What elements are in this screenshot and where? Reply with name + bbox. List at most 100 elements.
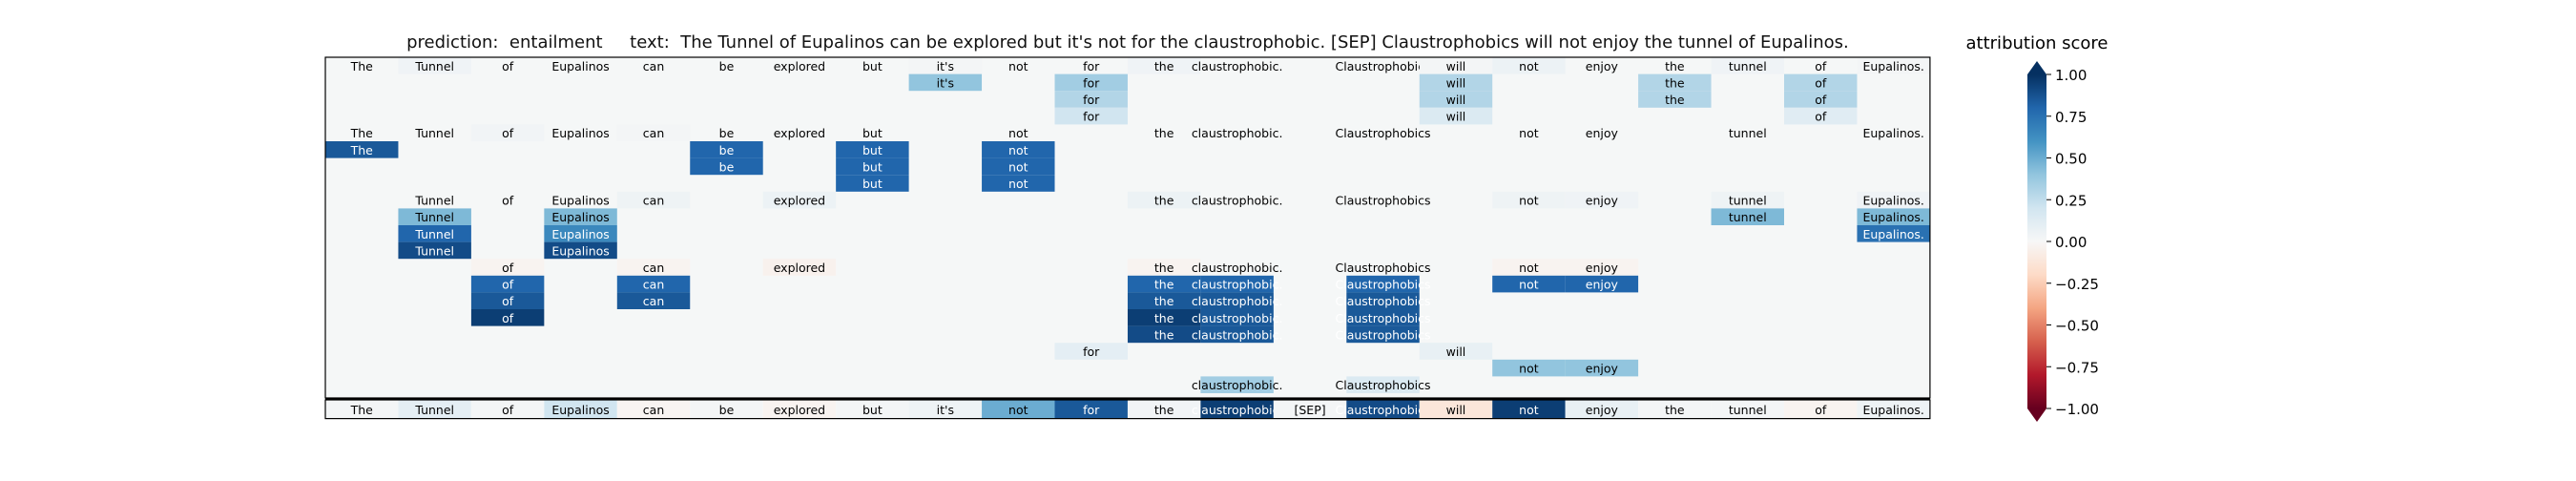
token-label: Tunnel [414, 59, 454, 73]
colorbar-tick-label: −0.25 [2055, 276, 2099, 293]
attribution-cell [1565, 275, 1639, 293]
final-attribution-cell [1565, 400, 1639, 419]
attribution-cell [1565, 359, 1639, 377]
attribution-cell [982, 141, 1055, 158]
attribution-cell [1346, 376, 1420, 393]
token-label: of [502, 126, 514, 140]
token-label: enjoy [1586, 278, 1619, 292]
attribution-cell [1784, 91, 1858, 108]
token-label: can [643, 194, 664, 208]
token-label: not [1519, 362, 1539, 376]
colorbar-label: attribution score [1966, 33, 2109, 53]
final-token-label: enjoy [1586, 403, 1619, 417]
token-label: tunnel [1729, 126, 1767, 140]
token-label: Eupalinos [551, 227, 609, 241]
token-label: will [1446, 59, 1466, 73]
token-label: the [1154, 261, 1174, 275]
attribution-cell [1711, 208, 1784, 225]
token-label: explored [774, 59, 825, 73]
token-label: of [1815, 59, 1827, 73]
final-attribution-cell [1711, 400, 1784, 419]
token-label: of [502, 278, 514, 292]
final-attribution-cell [325, 400, 399, 419]
attribution-cell [836, 141, 909, 158]
token-label: Tunnel [414, 210, 454, 224]
token-label: it's [937, 75, 954, 90]
token-label: claustrophobic. [1192, 126, 1283, 140]
attribution-cell [1054, 91, 1128, 108]
final-token-label: the [1154, 403, 1174, 417]
attribution-cell [1492, 57, 1566, 74]
final-attribution-cell [982, 400, 1055, 419]
attribution-cell [398, 241, 471, 260]
attribution-cell [470, 309, 545, 326]
attribution-cell [1200, 292, 1274, 309]
token-label: not [1008, 59, 1028, 73]
attribution-cell [1857, 191, 1930, 209]
attribution-cell [616, 292, 691, 309]
token-label: tunnel [1729, 194, 1767, 208]
attribution-cell [1419, 107, 1493, 125]
attribution-cell [908, 57, 983, 74]
final-token-label: Claustrophobics [1336, 403, 1431, 417]
attribution-cell [1638, 73, 1712, 92]
attribution-cell [1492, 191, 1566, 209]
attribution-cell [690, 157, 763, 176]
final-token-label: Eupalinos [551, 403, 609, 417]
token-label: The [350, 126, 374, 140]
token-label: of [502, 294, 514, 308]
final-token-label: tunnel [1729, 403, 1767, 417]
token-label: Claustrophobics [1336, 311, 1431, 325]
attribution-cell [1127, 325, 1201, 344]
attribution-cell [1127, 309, 1201, 326]
attribution-cell [616, 191, 691, 209]
attribution-cell [1857, 208, 1930, 225]
token-label: claustrophobic. [1192, 261, 1283, 275]
final-attribution-cell [1638, 400, 1712, 419]
attribution-cell [1200, 376, 1274, 393]
token-label: it's [937, 59, 954, 73]
attribution-cell [1857, 57, 1930, 74]
token-label: for [1083, 345, 1100, 359]
token-label: of [502, 261, 514, 275]
attribution-cell [1784, 107, 1858, 125]
attribution-cell [1200, 309, 1274, 326]
attribution-cell [1857, 225, 1930, 242]
token-label: not [1008, 177, 1028, 191]
token-label: claustrophobic. [1192, 194, 1283, 208]
token-label: Eupalinos. [1862, 126, 1923, 140]
attribution-cell [1492, 259, 1566, 276]
attribution-cell [836, 157, 909, 176]
attribution-cell [398, 208, 471, 225]
token-label: be [719, 159, 735, 174]
final-attribution-cell [1054, 400, 1128, 419]
attribution-cell [1346, 275, 1420, 293]
final-attribution-cell [762, 400, 837, 419]
token-label: of [502, 59, 514, 73]
final-token-label: Eupalinos. [1862, 403, 1923, 417]
token-label: the [1154, 126, 1174, 140]
token-label: of [502, 194, 514, 208]
token-label: will [1446, 110, 1466, 124]
final-attribution-cell [616, 400, 691, 419]
token-label: claustrophobic. [1192, 378, 1283, 392]
token-label: Claustrophobics [1336, 278, 1431, 292]
token-label: the [1154, 194, 1174, 208]
attribution-cell [1200, 325, 1274, 344]
attribution-cell [1127, 275, 1201, 293]
token-label: but [862, 126, 883, 140]
final-token-label: Tunnel [414, 403, 454, 417]
token-label: the [1665, 75, 1685, 90]
token-label: Claustrophobics [1336, 327, 1431, 342]
colorbar-tick-label: −0.50 [2055, 318, 2099, 335]
final-attribution-cell [1200, 400, 1274, 419]
token-label: not [1008, 126, 1028, 140]
attribution-cell [1054, 343, 1128, 360]
token-label: can [643, 59, 664, 73]
final-attribution-cell [908, 400, 983, 419]
colorbar-tick-label: −0.75 [2055, 359, 2099, 376]
attribution-cell [1127, 259, 1201, 276]
attribution-cell [1346, 325, 1420, 344]
